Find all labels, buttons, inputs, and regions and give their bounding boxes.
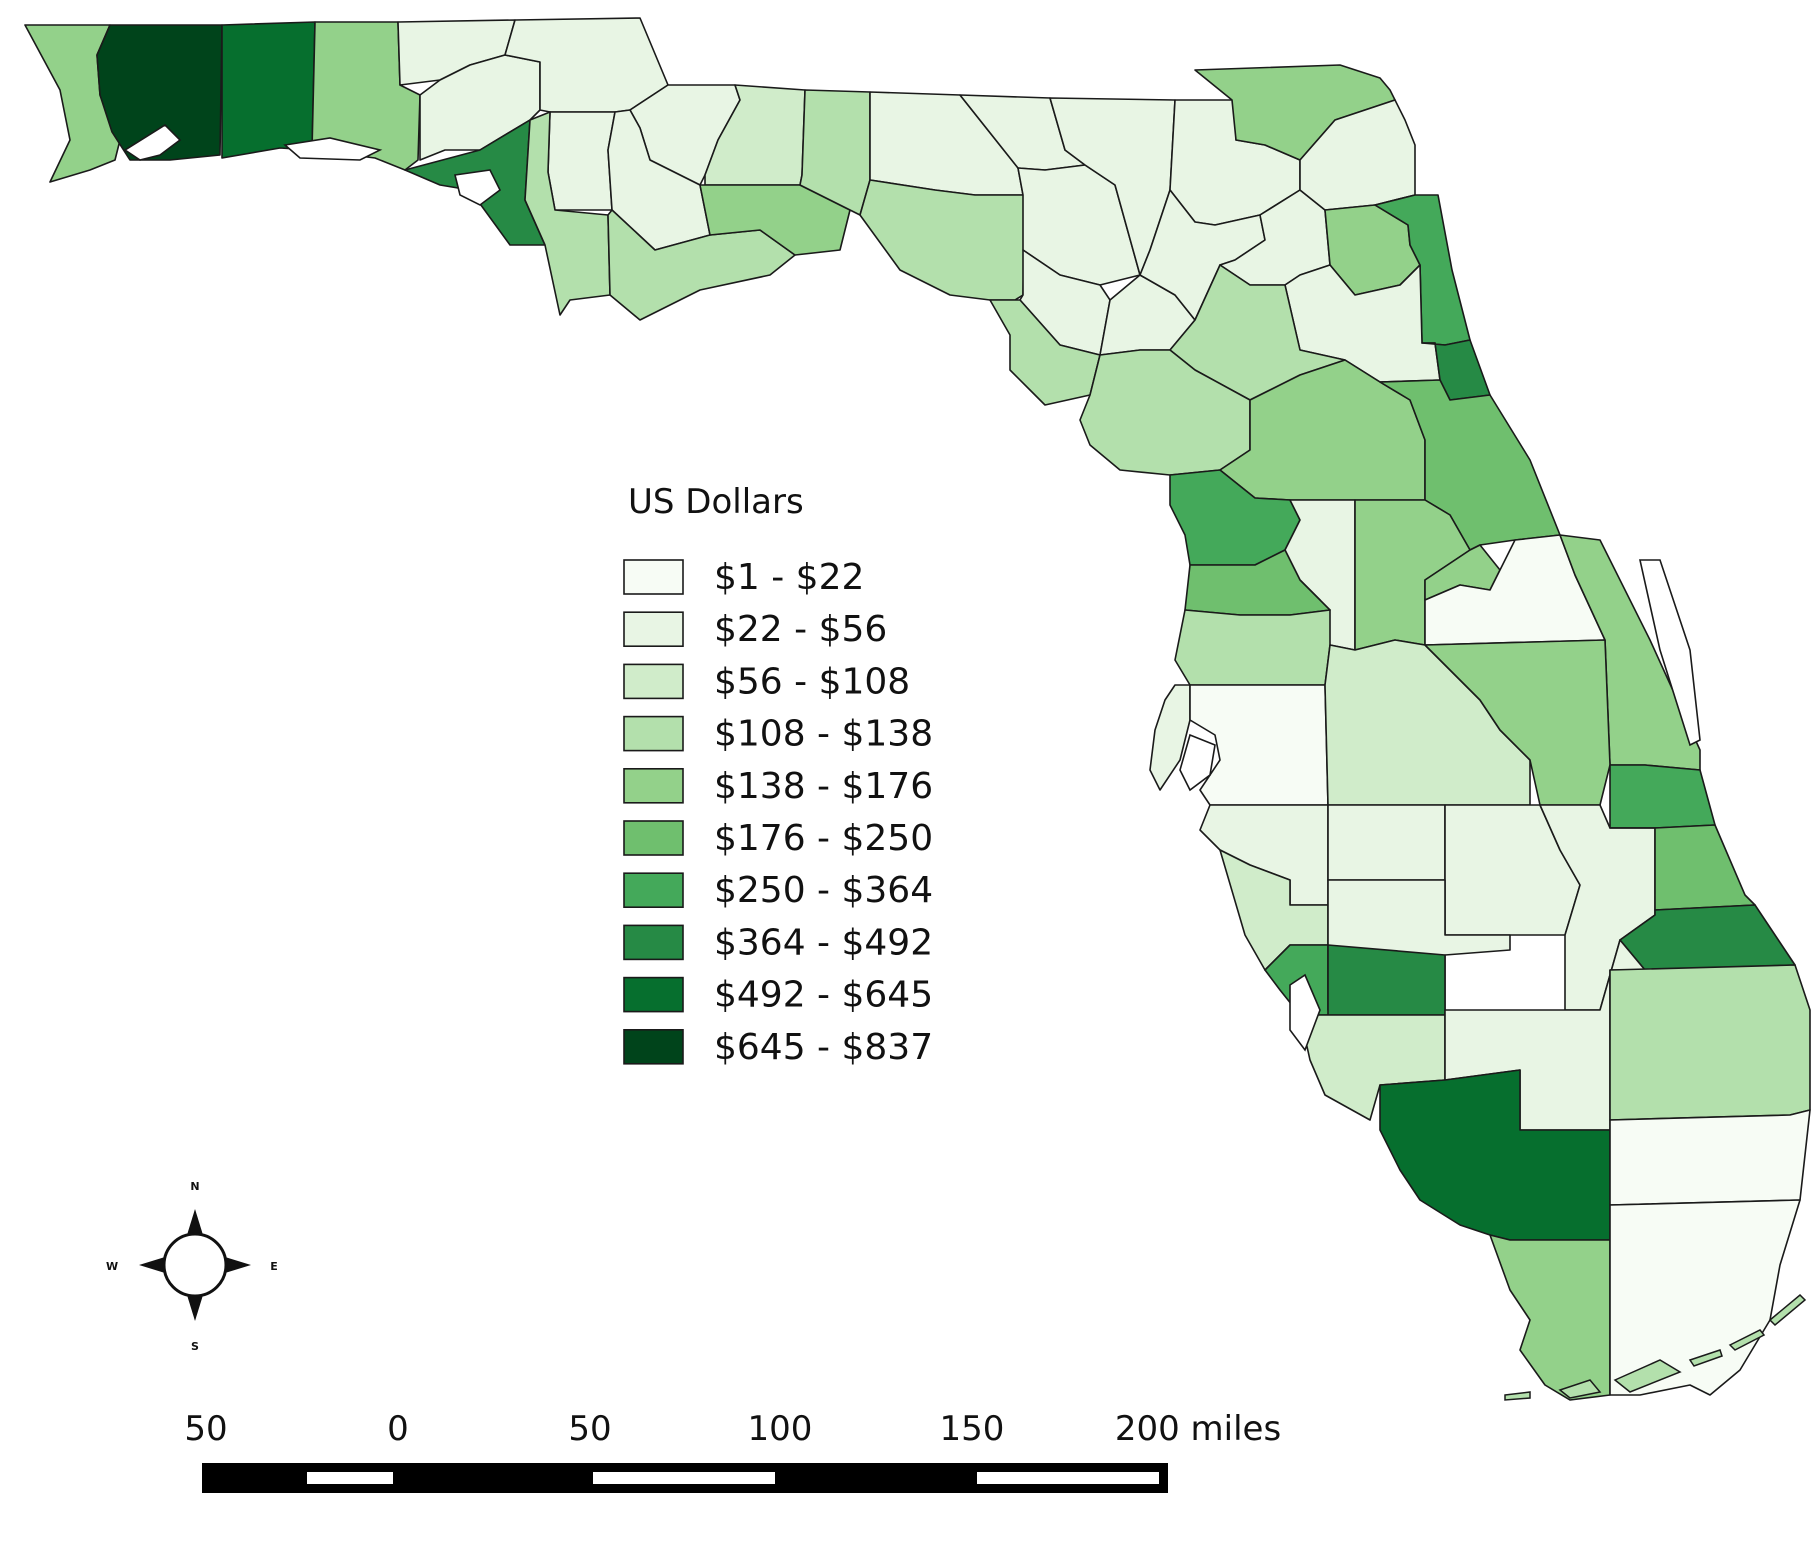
legend-label: $138 - $176 [714, 766, 933, 807]
legend-label: $56 - $108 [714, 661, 910, 702]
compass-west-arrow [139, 1257, 165, 1273]
legend-swatch [623, 559, 684, 595]
compass-label-w: W [106, 1260, 118, 1273]
legend-label: $1 - $22 [714, 557, 864, 598]
scale-bar-label: 50 [184, 1409, 227, 1449]
county-palm-beach [1609, 964, 1811, 1121]
compass-label-e: E [270, 1260, 278, 1273]
tampa-bay [1179, 733, 1216, 792]
county-pasco [1174, 609, 1331, 686]
scale-bar-label: 100 [748, 1409, 813, 1449]
legend-label: $22 - $56 [714, 609, 887, 650]
county-calhoun [547, 111, 616, 211]
county-nassau [1194, 64, 1396, 161]
legend-label: $108 - $138 [714, 714, 933, 755]
scale-bar-segment [593, 1472, 775, 1484]
scale-bar-label: 150 [940, 1409, 1005, 1449]
legend-swatch [623, 767, 684, 804]
legend-label: $492 - $645 [714, 975, 933, 1016]
legend-swatch [623, 1029, 684, 1065]
county-monroe [1489, 1234, 1611, 1401]
st-andrews-bay [454, 169, 502, 206]
legend-swatch [623, 715, 684, 752]
county-indian-river [1609, 764, 1716, 829]
legend-swatch [623, 663, 684, 700]
county-hardee [1327, 804, 1446, 881]
legend-swatch [623, 924, 684, 961]
county-miami-dade [1609, 1199, 1801, 1396]
county-duval [1299, 99, 1416, 211]
county-osceola [1424, 639, 1611, 806]
legend-swatch [623, 611, 684, 648]
legend-swatch [623, 872, 684, 909]
legend-swatch [623, 976, 684, 1013]
pensacola-bay [123, 123, 182, 161]
compass-north-arrow [187, 1209, 203, 1235]
legend-label: $645 - $837 [714, 1027, 933, 1068]
scale-bar-segment [977, 1472, 1159, 1484]
county-glades [1327, 944, 1446, 1016]
indian-river-lagoon [1639, 559, 1701, 747]
legend: US Dollars $1 - $22 $22 - $56 $56 - $108 $1… [623, 482, 933, 1068]
scale-bar: 50 0 50 100 150 200 miles [184, 1409, 1281, 1493]
county-suwannee [1017, 164, 1141, 286]
county-st-lucie [1609, 824, 1756, 911]
legend-label: $176 - $250 [714, 818, 933, 859]
legend-label: $364 - $492 [714, 922, 933, 963]
compass-rose: N S W E [106, 1180, 278, 1353]
compass-label-n: N [190, 1180, 199, 1193]
county-layer [24, 17, 1811, 1401]
florida-keys [1504, 1293, 1807, 1401]
scale-bar-label: 200 miles [1115, 1409, 1281, 1449]
county-franklin [607, 209, 796, 321]
charlotte-harbor [1289, 973, 1321, 1052]
county-broward [1609, 1109, 1811, 1206]
compass-south-arrow [187, 1295, 203, 1321]
legend-swatch [623, 820, 684, 856]
compass-east-arrow [225, 1257, 251, 1273]
scale-bar-label: 50 [568, 1409, 611, 1449]
county-volusia [1379, 379, 1561, 551]
county-okaloosa [221, 21, 316, 159]
scale-bar-segment [307, 1472, 393, 1484]
legend-title: US Dollars [628, 482, 804, 522]
water-features [123, 123, 1701, 1052]
county-taylor [859, 179, 1026, 301]
compass-label-s: S [191, 1340, 199, 1353]
legend-label: $250 - $364 [714, 870, 933, 911]
choctawhatchee-bay [283, 137, 383, 161]
compass-circle [162, 1232, 228, 1298]
scale-bar-label: 0 [387, 1409, 409, 1449]
